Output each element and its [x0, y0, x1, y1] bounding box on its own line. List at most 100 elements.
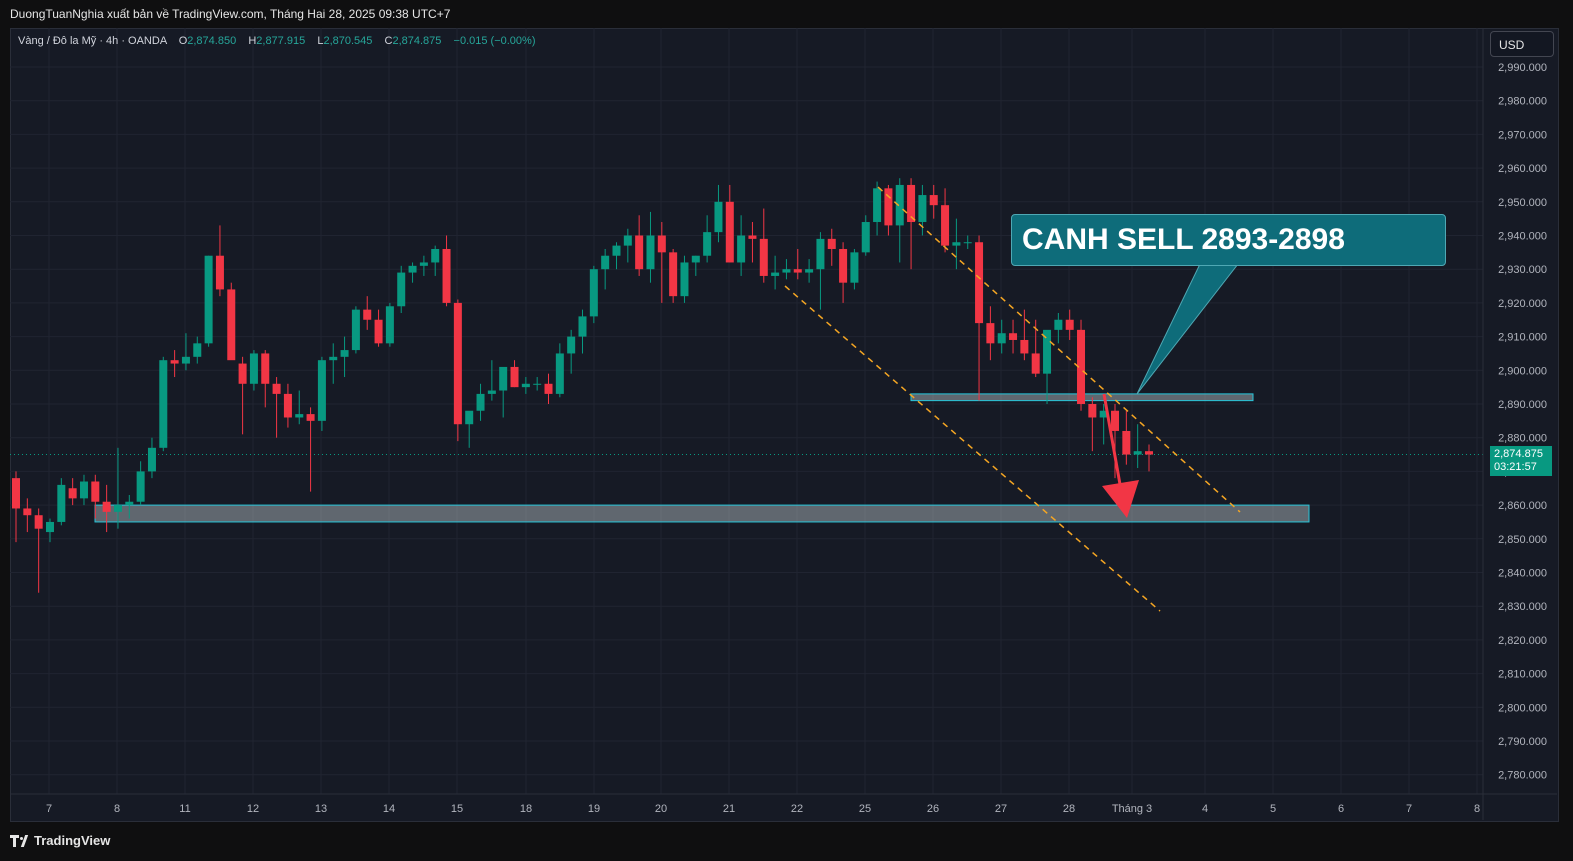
price-tick-label: 2,850.000	[1498, 534, 1547, 546]
candle-body	[623, 235, 632, 246]
currency-button[interactable]: USD	[1490, 31, 1554, 57]
candle-body	[589, 269, 598, 317]
candle-body	[691, 255, 700, 263]
candle-body	[238, 363, 247, 384]
candle	[91, 474, 100, 519]
candle	[317, 356, 326, 431]
candle-body	[419, 262, 428, 266]
candle	[385, 302, 394, 347]
candle-body	[204, 255, 213, 344]
candle	[544, 373, 553, 404]
candle	[601, 248, 610, 290]
candle-body	[91, 481, 100, 502]
candle-body	[1122, 430, 1131, 455]
candle-body	[510, 366, 519, 388]
candle-body	[521, 383, 530, 388]
candle-body	[986, 323, 995, 344]
chart-panel[interactable]	[10, 28, 1559, 822]
time-tick-label: 5	[1270, 803, 1276, 815]
time-tick-label: 26	[927, 803, 939, 815]
candle	[895, 178, 904, 263]
candle-body	[295, 414, 304, 418]
price-tick-label: 2,890.000	[1498, 399, 1547, 411]
candle-body	[714, 201, 723, 233]
candle	[669, 248, 678, 303]
candle	[805, 259, 814, 283]
price-tick-label: 2,960.000	[1498, 163, 1547, 175]
candle-body	[249, 353, 258, 384]
callout-pointer	[1136, 263, 1240, 395]
price-tick-label: 2,930.000	[1498, 264, 1547, 276]
candle-body	[193, 343, 202, 357]
candle	[181, 333, 190, 371]
time-tick-label: 27	[995, 803, 1007, 815]
price-tick-label: 2,900.000	[1498, 365, 1547, 377]
time-tick-label: 25	[859, 803, 871, 815]
candle-body	[159, 360, 168, 448]
candle	[952, 218, 961, 270]
candle-body	[1043, 329, 1052, 374]
price-tick-label: 2,860.000	[1498, 500, 1547, 512]
candle	[963, 235, 972, 249]
candle	[374, 309, 383, 347]
candle	[1043, 329, 1052, 404]
candle-body	[850, 252, 859, 283]
candle-body	[725, 201, 734, 263]
candle-body	[1111, 410, 1120, 431]
price-tick-label: 2,980.000	[1498, 96, 1547, 108]
candle	[102, 484, 111, 533]
candle-body	[68, 488, 77, 499]
close-value: 2,874.875	[392, 35, 442, 47]
sell-callout-box: CANH SELL 2893-2898	[1011, 214, 1446, 266]
candle-body	[1145, 451, 1153, 455]
candle-body	[465, 410, 474, 425]
time-tick-label: 15	[451, 803, 463, 815]
candle-body	[816, 238, 825, 270]
time-tick-label: 22	[791, 803, 803, 815]
candle	[408, 262, 417, 283]
candle	[204, 255, 213, 347]
candle-body	[895, 184, 904, 226]
candle	[533, 377, 542, 391]
candle	[827, 228, 836, 266]
candle-body	[601, 255, 610, 270]
tradingview-brand[interactable]: TradingView	[10, 833, 110, 848]
candle-body	[363, 309, 372, 320]
candle	[510, 360, 519, 388]
candle-body	[669, 252, 678, 297]
candle-body	[941, 205, 950, 246]
candle-body	[1077, 329, 1086, 404]
candle-body	[125, 501, 134, 506]
candle	[1122, 410, 1131, 465]
candle	[351, 306, 360, 354]
price-chart[interactable]: 2,990.000 2,980.000 2,970.000 2,960.000 2,95…	[10, 28, 1557, 820]
sell-arrow-shaft	[1102, 393, 1123, 491]
candle-body	[635, 235, 644, 270]
candle-body	[181, 356, 190, 364]
candle	[465, 410, 474, 448]
candle	[272, 377, 281, 438]
candle	[363, 296, 372, 330]
candle	[249, 350, 258, 391]
candle	[578, 309, 587, 354]
high-value: 2,877.915	[256, 35, 306, 47]
candle-body	[1054, 319, 1063, 330]
candle	[748, 222, 757, 263]
candle	[635, 215, 644, 276]
tradingview-logo-icon	[10, 834, 30, 847]
candle-body	[918, 195, 927, 223]
candle-body	[397, 272, 406, 307]
channel-lower-line	[784, 285, 1161, 612]
candle	[431, 245, 440, 276]
last-price-tag: 2,874.875 03:21:57	[1490, 446, 1552, 476]
candle	[227, 282, 236, 361]
candle	[567, 329, 576, 374]
candle-body	[113, 505, 122, 512]
time-axis: 7 8 11 12 13 14 15 18 19 20 21 22 25 26 27 28 Tháng 3 4 5 6…	[46, 803, 1480, 815]
candle-body	[952, 242, 961, 246]
candle	[340, 336, 349, 378]
candle-body	[793, 269, 802, 273]
candle-body	[306, 414, 315, 421]
candle-body	[680, 262, 689, 297]
candle-body	[873, 188, 882, 223]
